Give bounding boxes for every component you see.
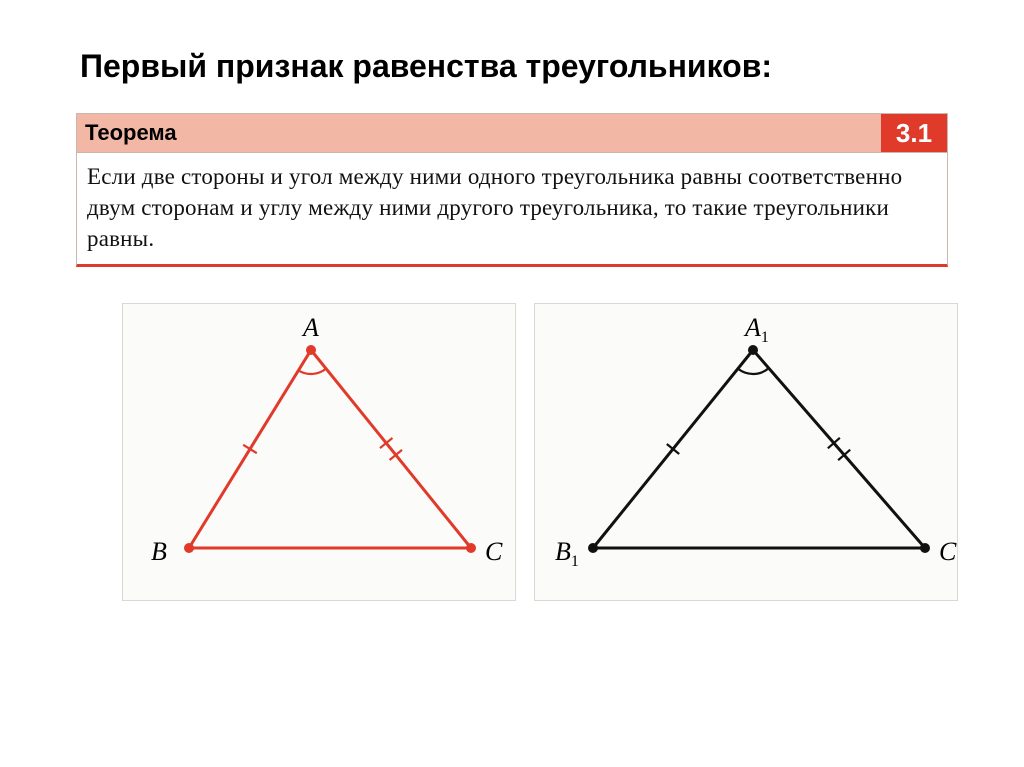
svg-text:B: B: [151, 537, 167, 566]
svg-text:C: C: [485, 537, 503, 566]
theorem-text: Если две стороны и угол между ними одног…: [87, 161, 937, 254]
svg-text:A: A: [301, 313, 319, 342]
svg-text:A1: A1: [743, 313, 769, 346]
svg-text:C1: C1: [939, 537, 957, 570]
triangle-figure-right: A1 B1 C1: [534, 303, 958, 601]
page-title: Первый признак равенства треугольников:: [80, 48, 948, 85]
triangle-figure-left: A B C: [122, 303, 516, 601]
triangle-a1b1c1: A1 B1 C1: [555, 313, 957, 570]
theorem-body: Если две стороны и угол между ними одног…: [76, 153, 948, 267]
theorem-label: Теорема: [77, 114, 881, 152]
theorem-heading-band: Теорема 3.1: [76, 113, 948, 153]
theorem-number: 3.1: [881, 114, 947, 152]
figures-row: ABC A1B1C1: [76, 303, 948, 601]
svg-text:B1: B1: [555, 537, 579, 570]
triangle-abc: A B C: [151, 313, 503, 566]
